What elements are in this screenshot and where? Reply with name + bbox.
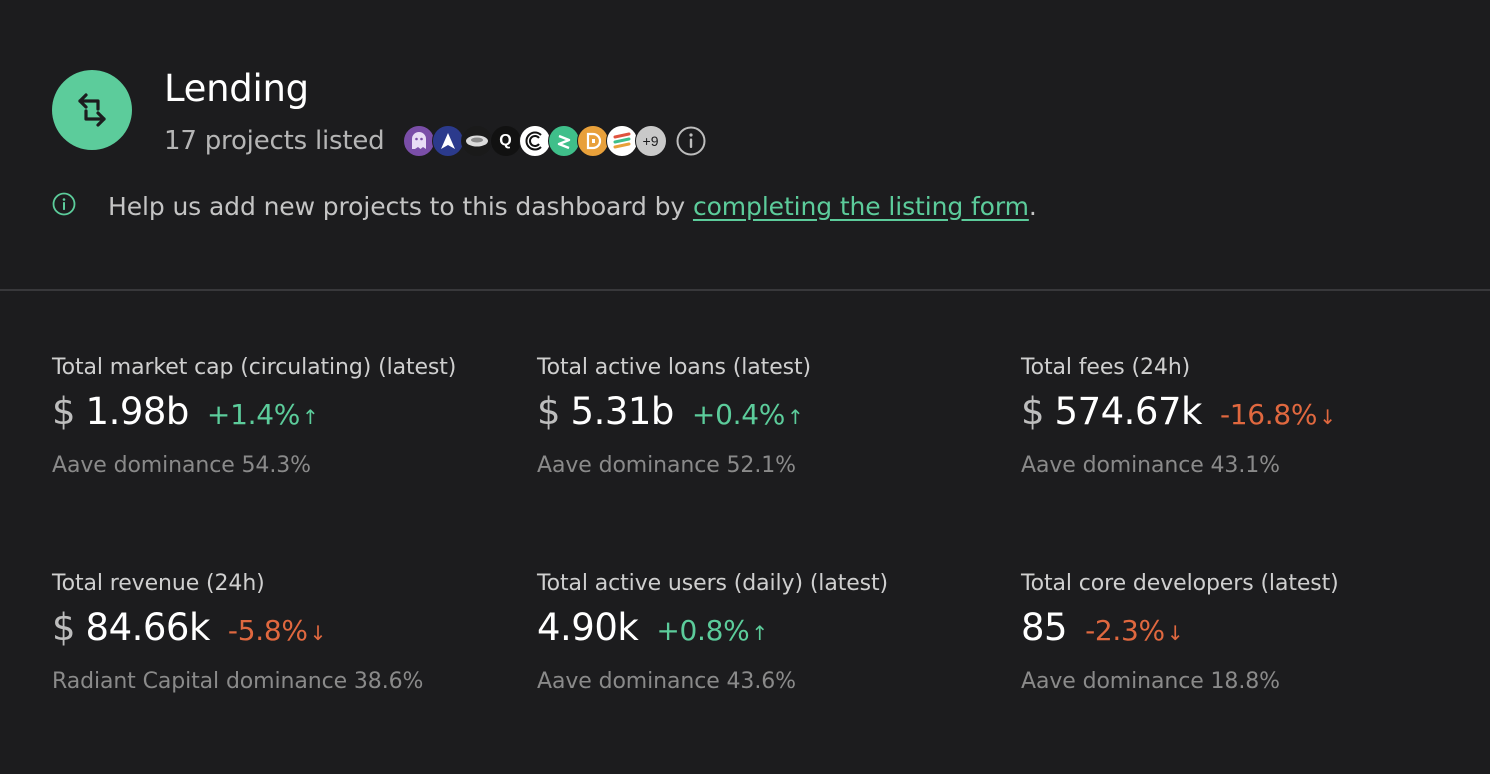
metric-change: -5.8% ↓	[227, 614, 327, 647]
q-logo-icon: Q	[489, 125, 522, 157]
divider	[0, 289, 1490, 291]
metric-value: 574.67k	[1054, 390, 1203, 433]
more-projects-badge[interactable]: +9	[634, 125, 667, 157]
metric-label: Total active users (daily) (latest)	[537, 571, 889, 596]
help-text: Help us add new projects to this dashboa…	[108, 191, 693, 221]
metric-revenue: Total revenue (24h) $ 84.66k -5.8% ↓ Radi…	[52, 571, 512, 694]
currency-symbol: $	[1021, 390, 1045, 433]
help-text-end: .	[1028, 191, 1037, 221]
disc-logo-icon	[460, 125, 493, 157]
metric-active-loans: Total active loans (latest) $ 5.31b +0.4…	[537, 355, 997, 478]
metric-dominance: Aave dominance 18.8%	[1021, 669, 1280, 694]
metric-dominance: Aave dominance 54.3%	[52, 453, 311, 478]
metric-change: -16.8% ↓	[1219, 398, 1336, 431]
arrow-a-logo-icon	[431, 125, 464, 157]
metric-core-developers: Total core developers (latest) 85 -2.3% ↓…	[1021, 571, 1481, 694]
arrow-down-icon: ↓	[1319, 405, 1336, 429]
metric-change: +0.8% ↑	[656, 614, 768, 647]
info-icon[interactable]	[676, 126, 706, 156]
metric-label: Total core developers (latest)	[1021, 571, 1339, 596]
arrow-up-icon: ↑	[302, 405, 319, 429]
help-banner: Help us add new projects to this dashboa…	[52, 190, 1037, 222]
d-logo-icon	[576, 125, 609, 157]
metric-dominance: Radiant Capital dominance 38.6%	[52, 669, 424, 694]
metric-change: +0.4% ↑	[691, 398, 804, 431]
arrow-up-icon: ↑	[751, 621, 768, 645]
metric-label: Total market cap (circulating) (latest)	[52, 355, 457, 380]
metric-dominance: Aave dominance 52.1%	[537, 453, 796, 478]
metric-change: -2.3% ↓	[1085, 614, 1184, 647]
metric-label: Total revenue (24h)	[52, 571, 265, 596]
swap-arrows-icon	[52, 70, 132, 150]
metric-label: Total active loans (latest)	[537, 355, 811, 380]
c-rings-logo-icon	[518, 125, 551, 157]
metric-value: 4.90k	[537, 606, 639, 649]
arrow-up-icon: ↑	[787, 405, 804, 429]
listing-form-link[interactable]: completing the listing form	[692, 191, 1029, 221]
metric-value: 5.31b	[570, 390, 675, 433]
metric-fees: Total fees (24h) $ 574.67k -16.8% ↓ Aave …	[1021, 355, 1481, 478]
currency-symbol: $	[52, 606, 76, 649]
project-count: 17 projects listed	[164, 126, 385, 156]
metric-change: +1.4% ↑	[206, 398, 319, 431]
info-small-icon	[52, 192, 76, 220]
metric-market-cap: Total market cap (circulating) (latest) …	[52, 355, 512, 478]
ghost-logo-icon	[402, 125, 435, 157]
metric-dominance: Aave dominance 43.6%	[537, 669, 796, 694]
arrow-down-icon: ↓	[1166, 621, 1184, 645]
category-header: Lending 17 projects listed Q	[52, 70, 706, 158]
metric-active-users: Total active users (daily) (latest) 4.90…	[537, 571, 997, 694]
metric-value: 85	[1021, 606, 1068, 649]
metric-label: Total fees (24h)	[1021, 355, 1191, 380]
currency-symbol: $	[52, 390, 76, 433]
currency-symbol: $	[537, 390, 561, 433]
page-title: Lending	[164, 67, 309, 110]
project-logos[interactable]: Q +9	[402, 125, 667, 157]
metric-dominance: Aave dominance 43.1%	[1021, 453, 1280, 478]
metric-value: 1.98b	[85, 390, 190, 433]
stripes-logo-icon	[605, 125, 638, 157]
green-s-logo-icon	[547, 125, 580, 157]
metric-value: 84.66k	[85, 606, 211, 649]
arrow-down-icon: ↓	[309, 621, 327, 645]
